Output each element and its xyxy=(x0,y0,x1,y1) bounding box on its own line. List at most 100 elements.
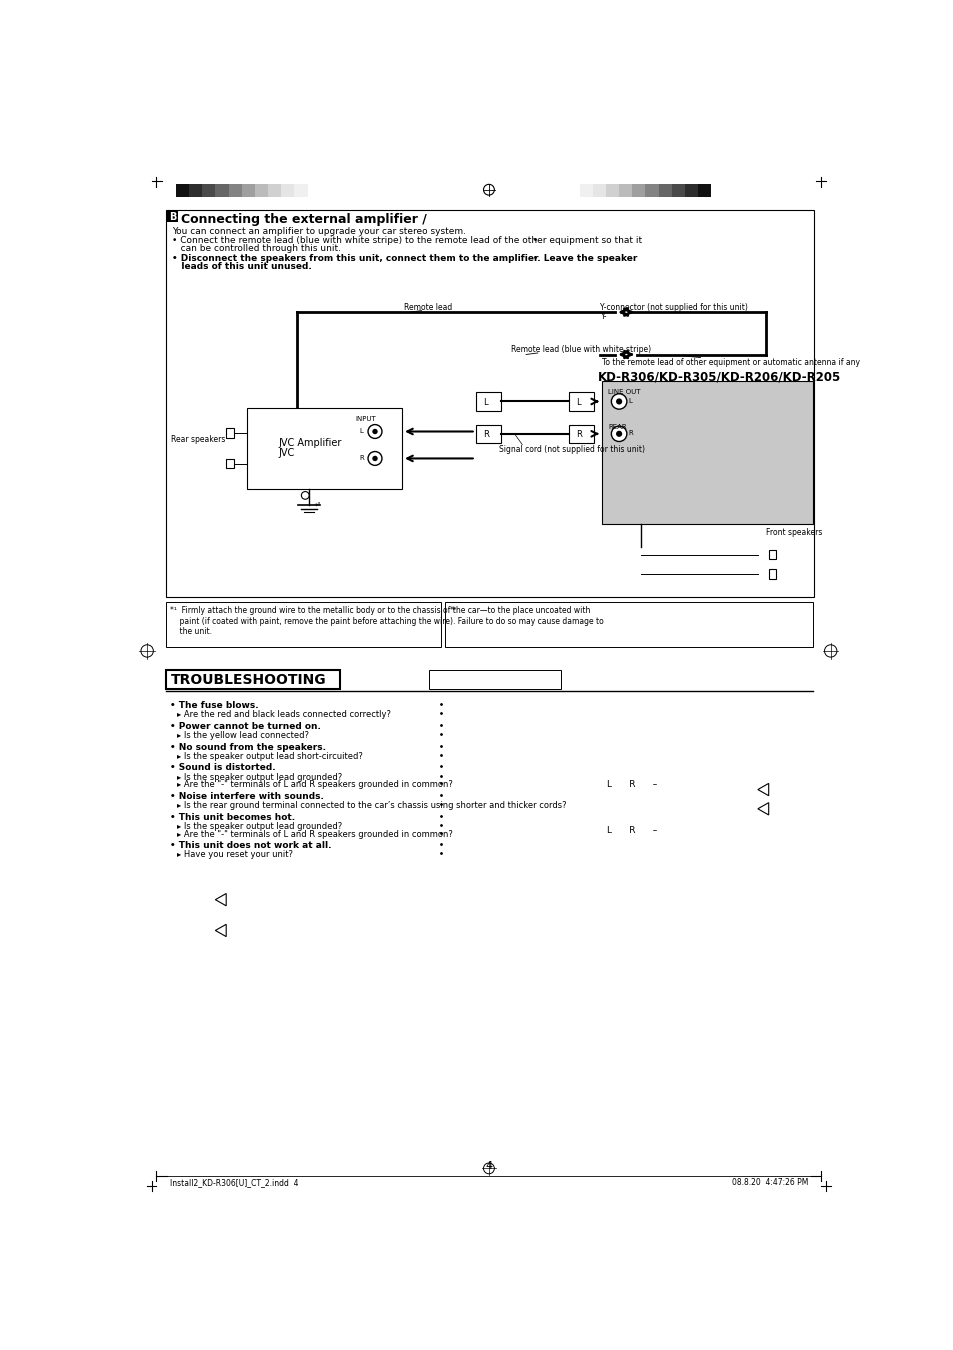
Text: Rear speakers: Rear speakers xyxy=(171,435,225,444)
Text: L      R      –: L R – xyxy=(607,826,657,834)
Circle shape xyxy=(616,431,621,437)
Bar xyxy=(226,428,233,437)
Polygon shape xyxy=(757,803,768,815)
Bar xyxy=(618,184,632,197)
Text: • Sound is distorted.: • Sound is distorted. xyxy=(171,763,275,772)
Text: ▸ Is the yellow lead connected?: ▸ Is the yellow lead connected? xyxy=(176,732,308,740)
Text: Front speakers: Front speakers xyxy=(765,528,821,537)
Text: TROUBLESHOOTING: TROUBLESHOOTING xyxy=(171,674,326,687)
Text: ▸ Are the "-" terminals of L and R speakers grounded in common?: ▸ Are the "-" terminals of L and R speak… xyxy=(176,780,452,790)
Bar xyxy=(698,184,711,197)
Bar xyxy=(166,602,440,647)
Bar xyxy=(476,393,500,410)
Circle shape xyxy=(611,427,626,441)
Bar xyxy=(476,424,500,443)
Circle shape xyxy=(372,429,377,435)
Bar xyxy=(254,184,268,197)
Text: *³: *³ xyxy=(315,504,321,509)
Bar xyxy=(189,184,202,197)
Text: R: R xyxy=(576,429,581,439)
Text: JVC: JVC xyxy=(278,448,294,459)
Text: R: R xyxy=(359,455,364,460)
Bar xyxy=(592,184,605,197)
Bar xyxy=(768,549,776,559)
Text: ▸ Have you reset your unit?: ▸ Have you reset your unit? xyxy=(176,850,293,860)
Text: 4: 4 xyxy=(485,1161,492,1172)
Bar xyxy=(226,459,233,468)
Bar xyxy=(268,184,281,197)
Text: *¹  Firmly attach the ground wire to the metallic body or to the chassis of the : *¹ Firmly attach the ground wire to the … xyxy=(171,606,603,636)
Text: R: R xyxy=(628,429,633,436)
Text: ▸ Is the speaker output lead grounded?: ▸ Is the speaker output lead grounded? xyxy=(176,822,341,830)
Circle shape xyxy=(301,491,309,500)
Circle shape xyxy=(616,398,621,405)
Bar xyxy=(167,212,178,221)
Bar xyxy=(294,184,307,197)
Text: ▸ Are the "-" terminals of L and R speakers grounded in common?: ▸ Are the "-" terminals of L and R speak… xyxy=(176,830,452,838)
Text: • Noise interfere with sounds.: • Noise interfere with sounds. xyxy=(171,792,324,801)
Text: • No sound from the speakers.: • No sound from the speakers. xyxy=(171,743,326,752)
Text: • The fuse blows.: • The fuse blows. xyxy=(171,701,259,710)
Text: L: L xyxy=(483,398,488,406)
Text: You can connect an amplifier to upgrade your car stereo system.: You can connect an amplifier to upgrade … xyxy=(172,227,465,236)
Text: • Power cannot be turned on.: • Power cannot be turned on. xyxy=(171,722,321,730)
Text: REAR: REAR xyxy=(608,424,626,429)
Bar xyxy=(202,184,215,197)
Circle shape xyxy=(611,394,626,409)
Text: • This unit becomes hot.: • This unit becomes hot. xyxy=(171,813,295,822)
Polygon shape xyxy=(757,783,768,795)
Bar xyxy=(684,184,698,197)
Text: L: L xyxy=(628,398,632,404)
Text: ▸ Is the speaker output lead short-circuited?: ▸ Is the speaker output lead short-circu… xyxy=(176,752,362,761)
Bar xyxy=(601,382,812,524)
Polygon shape xyxy=(215,925,226,937)
Bar xyxy=(632,184,645,197)
Text: Install2_KD-R306[U]_CT_2.indd  4: Install2_KD-R306[U]_CT_2.indd 4 xyxy=(170,1179,297,1188)
Circle shape xyxy=(372,456,377,462)
Text: INPUT: INPUT xyxy=(355,416,376,423)
Circle shape xyxy=(368,424,381,439)
Text: Y-: Y- xyxy=(600,312,607,321)
Bar xyxy=(281,184,294,197)
Bar xyxy=(605,184,618,197)
Text: 08.8.20  4:47:26 PM: 08.8.20 4:47:26 PM xyxy=(731,1179,807,1188)
Bar xyxy=(241,184,254,197)
Bar xyxy=(166,670,340,690)
Text: ▸ Is the speaker output lead grounded?: ▸ Is the speaker output lead grounded? xyxy=(176,772,341,782)
Bar xyxy=(444,602,812,647)
Circle shape xyxy=(368,451,381,466)
Text: Remote lead: Remote lead xyxy=(404,302,453,312)
Bar xyxy=(658,184,671,197)
Text: L      R      –: L R – xyxy=(607,779,657,788)
Text: Remote lead (blue with white stripe): Remote lead (blue with white stripe) xyxy=(510,346,650,354)
Text: can be controlled through this unit.: can be controlled through this unit. xyxy=(172,244,340,254)
Bar xyxy=(568,393,593,410)
Bar xyxy=(215,184,229,197)
Text: R: R xyxy=(483,429,489,439)
Text: LINE OUT: LINE OUT xyxy=(608,389,640,396)
Text: L: L xyxy=(576,398,580,406)
Text: JVC Amplifier: JVC Amplifier xyxy=(278,437,341,448)
Polygon shape xyxy=(215,894,226,906)
Bar xyxy=(671,184,684,197)
Text: leads of this unit unused.: leads of this unit unused. xyxy=(172,262,312,271)
Bar xyxy=(429,670,560,690)
Bar xyxy=(568,424,593,443)
Text: • Disconnect the speakers from this unit, connect them to the amplifier. Leave t: • Disconnect the speakers from this unit… xyxy=(172,254,637,263)
Bar xyxy=(768,570,776,579)
Bar xyxy=(166,209,813,597)
Text: L: L xyxy=(359,428,363,433)
Text: Connecting the external amplifier /: Connecting the external amplifier / xyxy=(181,213,427,225)
Text: To the remote lead of other equipment or automatic antenna if any: To the remote lead of other equipment or… xyxy=(601,358,860,367)
Text: Signal cord (not supplied for this unit): Signal cord (not supplied for this unit) xyxy=(498,444,644,454)
Bar xyxy=(645,184,658,197)
Bar xyxy=(579,184,592,197)
Text: • Connect the remote lead (blue with white stripe) to the remote lead of the oth: • Connect the remote lead (blue with whi… xyxy=(172,236,641,244)
Text: Y-connector (not supplied for this unit): Y-connector (not supplied for this unit) xyxy=(599,302,747,312)
Text: *²: *² xyxy=(449,606,456,616)
Text: ▸ Is the rear ground terminal connected to the car’s chassis using shorter and t: ▸ Is the rear ground terminal connected … xyxy=(176,801,566,810)
Bar xyxy=(229,184,241,197)
Text: ▸ Are the red and black leads connected correctly?: ▸ Are the red and black leads connected … xyxy=(176,710,390,720)
Bar xyxy=(175,184,189,197)
Text: KD-R306/KD-R305/KD-R206/KD-R205: KD-R306/KD-R305/KD-R206/KD-R205 xyxy=(598,371,841,383)
